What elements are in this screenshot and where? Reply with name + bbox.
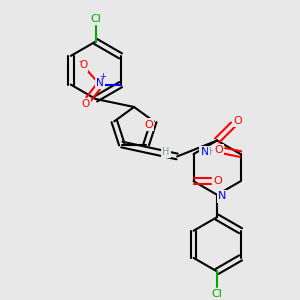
Text: N: N [200,148,209,158]
Text: N: N [218,191,226,201]
Text: O: O [214,145,223,155]
Text: N: N [96,78,104,88]
Text: O: O [145,119,153,130]
Text: O: O [233,116,242,126]
Text: +: + [100,72,106,81]
Text: O: O [81,99,90,109]
Text: -: - [78,56,82,66]
Text: Cl: Cl [212,290,223,299]
Text: H: H [209,148,216,158]
Text: Cl: Cl [90,14,101,24]
Text: H: H [162,147,170,157]
Text: O: O [213,176,222,186]
Text: O: O [79,61,87,70]
